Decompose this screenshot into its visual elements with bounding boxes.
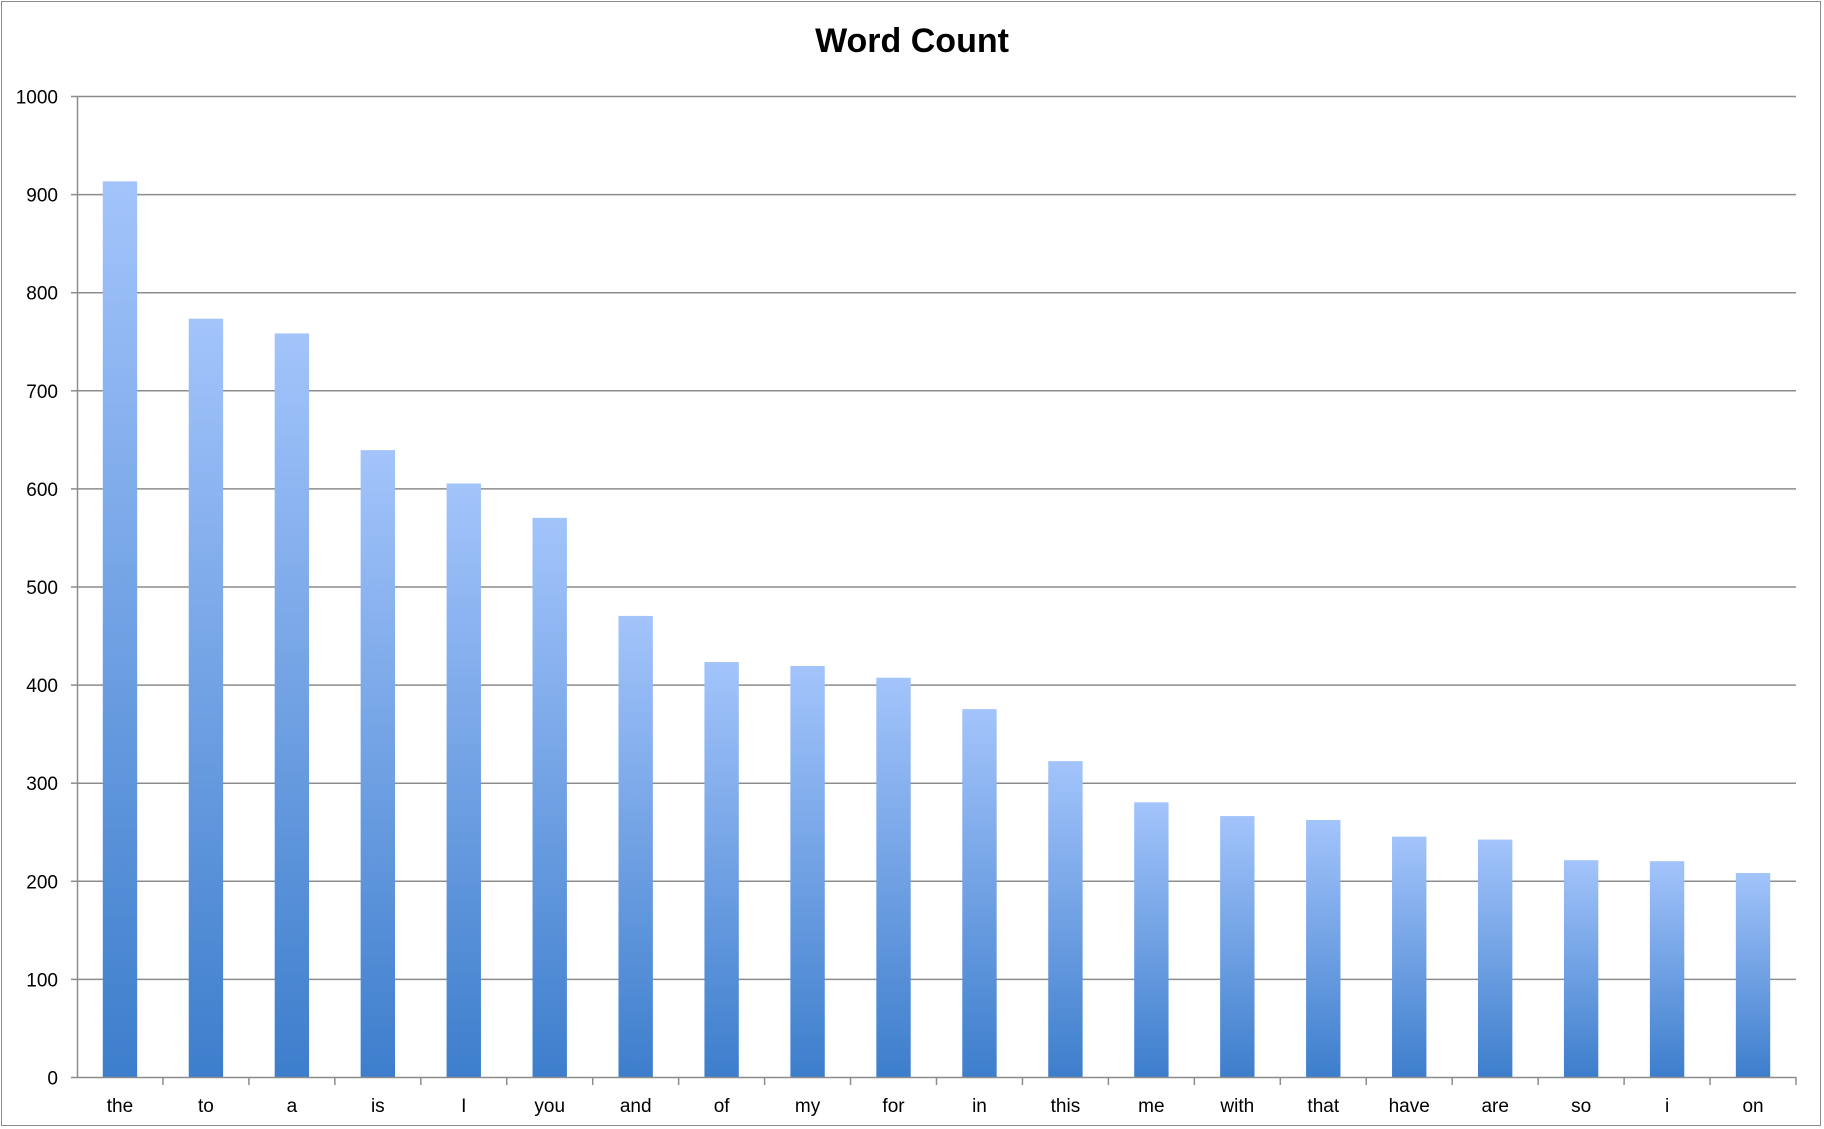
- x-tick-label: to: [198, 1096, 214, 1117]
- axes: [71, 95, 1797, 1085]
- x-tick-label: I: [461, 1096, 466, 1117]
- bar-i: [1649, 861, 1685, 1077]
- bar-this: [1048, 761, 1083, 1077]
- x-tick-label: are: [1481, 1096, 1508, 1117]
- x-tick-label: in: [972, 1096, 987, 1117]
- bar-I: [446, 483, 481, 1077]
- bar-that: [1306, 819, 1341, 1077]
- bar-of: [704, 662, 739, 1077]
- bar-you: [532, 517, 567, 1077]
- y-tick-label: 800: [26, 284, 58, 305]
- y-tick-label: 300: [26, 774, 58, 795]
- y-tick-label: 700: [26, 382, 58, 403]
- bar-with: [1220, 816, 1255, 1077]
- bar-the: [102, 181, 138, 1078]
- bar-in: [962, 709, 997, 1077]
- bar-me: [1134, 802, 1169, 1077]
- bar-on: [1735, 872, 1771, 1077]
- x-tick-label: the: [107, 1096, 133, 1117]
- gridlines: [77, 95, 1796, 981]
- y-tick-label: 600: [26, 480, 58, 501]
- x-tick-label: with: [1219, 1096, 1254, 1117]
- y-tick-label: 100: [26, 970, 58, 991]
- y-tick-label: 1000: [16, 88, 58, 109]
- bars: [102, 181, 1771, 1078]
- bar-so: [1563, 860, 1599, 1077]
- y-tick-label: 900: [26, 186, 58, 207]
- bar-is: [360, 450, 396, 1077]
- bar-a: [274, 333, 310, 1078]
- x-tick-label: of: [714, 1096, 731, 1117]
- x-tick-label: this: [1051, 1096, 1081, 1117]
- x-tick-label: i: [1665, 1096, 1669, 1117]
- x-tick-label: have: [1389, 1096, 1430, 1117]
- bar-my: [790, 665, 825, 1077]
- bar-and: [618, 615, 653, 1077]
- bar-for: [876, 677, 911, 1077]
- x-tick-label: you: [534, 1096, 565, 1117]
- x-tick-label: that: [1307, 1096, 1339, 1117]
- y-tick-label: 200: [26, 872, 58, 893]
- x-tick-label: me: [1138, 1096, 1164, 1117]
- y-tick-label: 400: [26, 676, 58, 697]
- x-tick-label: so: [1571, 1096, 1591, 1117]
- bar-have: [1392, 836, 1427, 1077]
- x-tick-label: my: [795, 1096, 821, 1117]
- bar-are: [1477, 839, 1513, 1077]
- bar-to: [188, 318, 224, 1077]
- chart-title: Word Count: [815, 22, 1009, 60]
- x-tick-label: and: [620, 1096, 652, 1117]
- x-tick-label: is: [371, 1096, 385, 1117]
- x-tick-label: a: [287, 1096, 298, 1117]
- y-tick-label: 500: [26, 578, 58, 599]
- x-tick-label: for: [882, 1096, 905, 1117]
- x-tick-label: on: [1742, 1096, 1763, 1117]
- y-tick-label: 0: [47, 1069, 58, 1090]
